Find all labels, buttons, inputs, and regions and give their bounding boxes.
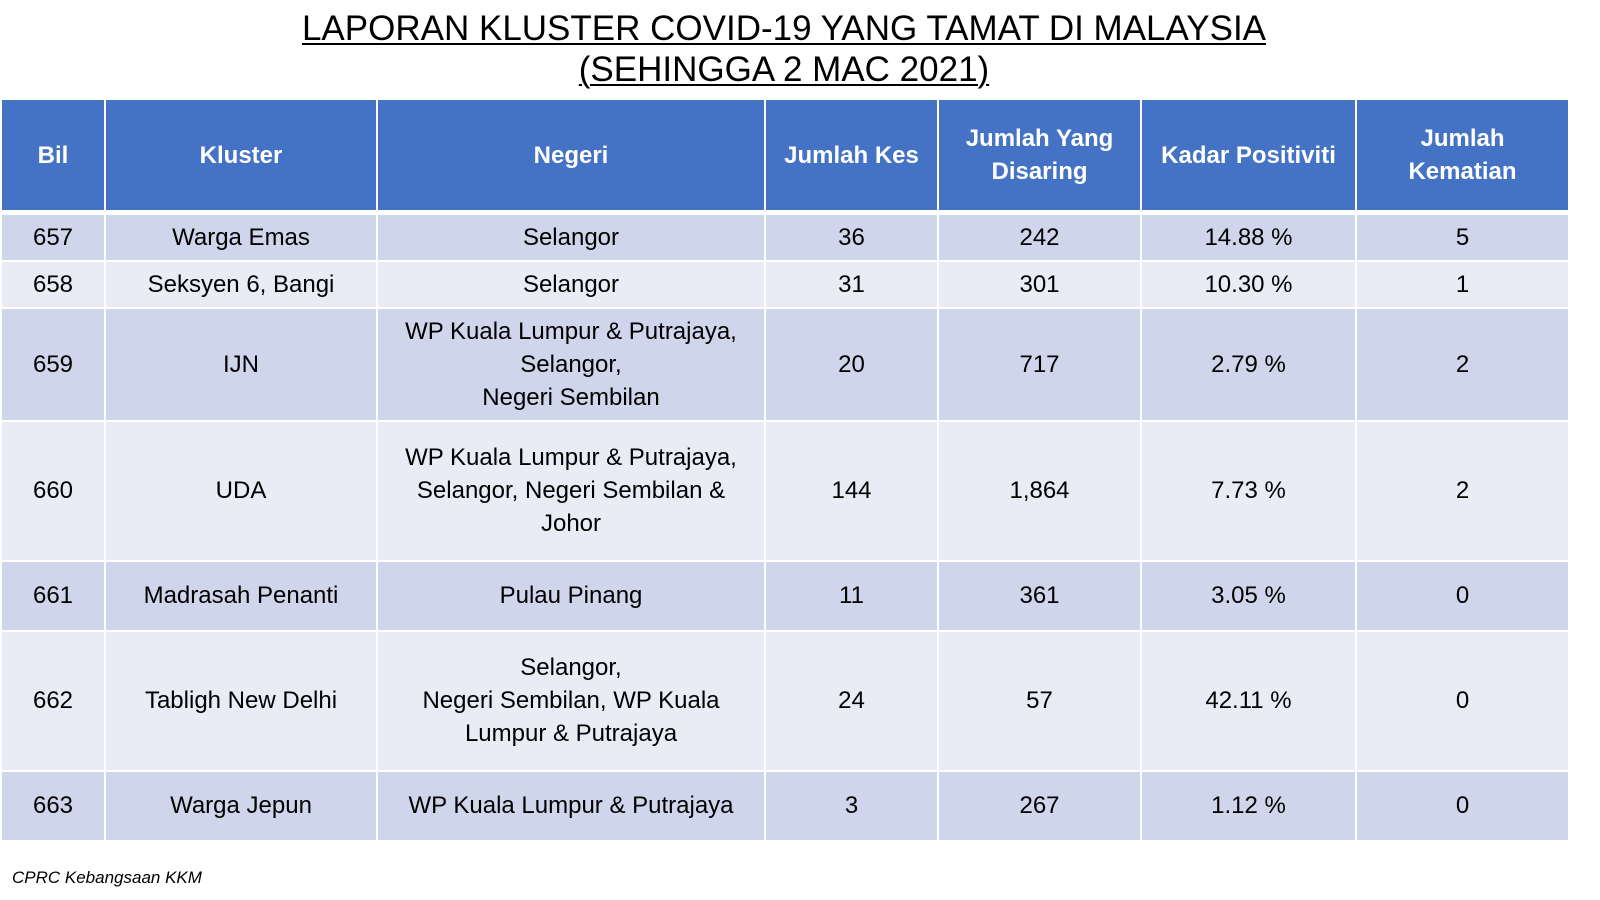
cell-negeri: WP Kuala Lumpur & Putrajaya, Selangor, Ne… — [376, 419, 766, 562]
cell-negeri: WP Kuala Lumpur & Putrajaya — [376, 769, 766, 842]
table-row: 662 Tabligh New Delhi Selangor, Negeri Semb… — [0, 629, 1570, 772]
header-disaring-line-1: Jumlah Yang — [965, 125, 1114, 152]
cell-bil: 663 — [0, 769, 106, 842]
cell-bil: 658 — [0, 259, 106, 309]
cell-jumlah-kematian: 5 — [1355, 211, 1570, 262]
cell-bil: 660 — [0, 419, 106, 562]
table-row: 663 Warga Jepun WP Kuala Lumpur & Putrajay… — [0, 769, 1570, 842]
table-row: 661 Madrasah Penanti Pulau Pinang 11 361 3.05… — [0, 559, 1570, 632]
cell-jumlah-kematian: 2 — [1355, 419, 1570, 562]
cell-kluster: Warga Emas — [104, 211, 378, 262]
cell-jumlah-kes: 144 — [764, 419, 939, 562]
cell-kadar-positiviti: 7.73 % — [1140, 419, 1357, 562]
cell-kadar-positiviti: 3.05 % — [1140, 559, 1357, 632]
table-row: 659 IJN WP Kuala Lumpur & Putrajaya, Selang… — [0, 306, 1570, 422]
cell-jumlah-disaring: 717 — [937, 306, 1142, 422]
cell-kluster: Madrasah Penanti — [104, 559, 378, 632]
cluster-table: Bil Kluster Negeri Jumlah Kes Jumlah Yan… — [0, 98, 1570, 842]
cell-kadar-positiviti: 14.88 % — [1140, 211, 1357, 262]
header-negeri: Negeri — [376, 98, 766, 215]
cell-jumlah-kes: 3 — [764, 769, 939, 842]
cell-bil: 662 — [0, 629, 106, 772]
cell-jumlah-disaring: 57 — [937, 629, 1142, 772]
cell-jumlah-disaring: 361 — [937, 559, 1142, 632]
negeri-line: Pulau Pinang — [499, 582, 643, 609]
cell-negeri: WP Kuala Lumpur & Putrajaya, Selangor, Neg… — [376, 306, 766, 422]
negeri-line: WP Kuala Lumpur & Putrajaya, — [405, 444, 737, 471]
header-kematian-line-1: Jumlah — [1420, 125, 1505, 152]
cell-jumlah-kematian: 0 — [1355, 629, 1570, 772]
negeri-line: WP Kuala Lumpur & Putrajaya — [408, 792, 734, 819]
negeri-line: Lumpur & Putrajaya — [464, 720, 678, 747]
negeri-line: Selangor — [522, 270, 620, 298]
header-jumlah-kematian: Jumlah Kematian — [1355, 98, 1570, 215]
cell-jumlah-disaring: 1,864 — [937, 419, 1142, 562]
page-title: LAPORAN KLUSTER COVID-19 YANG TAMAT DI M… — [0, 8, 1568, 90]
cell-negeri: Pulau Pinang — [376, 559, 766, 632]
table-row: 658 Seksyen 6, Bangi Selangor 31 301 10.30 % 1 — [0, 259, 1570, 309]
cell-jumlah-kematian: 2 — [1355, 306, 1570, 422]
cell-kluster: Tabligh New Delhi — [104, 629, 378, 772]
table-row: 660 UDA WP Kuala Lumpur & Putrajaya, Selang… — [0, 419, 1570, 562]
cell-jumlah-disaring: 267 — [937, 769, 1142, 842]
table-row: 657 Warga Emas Selangor 36 242 14.88 % 5 — [0, 211, 1570, 262]
cell-kadar-positiviti: 42.11 % — [1140, 629, 1357, 772]
cell-kluster: UDA — [104, 419, 378, 562]
cell-jumlah-kes: 20 — [764, 306, 939, 422]
negeri-line: Johor — [540, 510, 602, 537]
table-header-row: Bil Kluster Negeri Jumlah Kes Jumlah Yan… — [0, 98, 1570, 215]
negeri-line: Selangor, Negeri Sembilan & — [416, 477, 726, 504]
cell-kadar-positiviti: 2.79 % — [1140, 306, 1357, 422]
cell-negeri: Selangor — [376, 259, 766, 309]
cell-jumlah-kes: 36 — [764, 211, 939, 262]
header-disaring-line-2: Disaring — [991, 158, 1088, 185]
negeri-line: Negeri Sembilan — [482, 383, 660, 411]
negeri-line: Selangor — [522, 223, 620, 251]
cell-jumlah-kematian: 0 — [1355, 559, 1570, 632]
header-kematian-line-2: Kematian — [1408, 158, 1517, 185]
negeri-line: Selangor, — [520, 350, 622, 378]
cell-kadar-positiviti: 10.30 % — [1140, 259, 1357, 309]
negeri-line: Selangor, — [520, 654, 622, 681]
cell-jumlah-kematian: 0 — [1355, 769, 1570, 842]
negeri-line: Negeri Sembilan, WP Kuala — [422, 687, 720, 714]
cell-jumlah-kes: 11 — [764, 559, 939, 632]
header-kluster: Kluster — [104, 98, 378, 215]
cell-bil: 661 — [0, 559, 106, 632]
cell-jumlah-disaring: 301 — [937, 259, 1142, 309]
title-line-1: LAPORAN KLUSTER COVID-19 YANG TAMAT DI M… — [301, 9, 1267, 48]
cell-jumlah-kes: 24 — [764, 629, 939, 772]
cell-jumlah-disaring: 242 — [937, 211, 1142, 262]
table-body: 657 Warga Emas Selangor 36 242 14.88 % 5 658 Sek… — [0, 211, 1570, 842]
cell-kluster: IJN — [104, 306, 378, 422]
cell-negeri: Selangor — [376, 211, 766, 262]
cell-negeri: Selangor, Negeri Sembilan, WP Kuala Lumpur… — [376, 629, 766, 772]
cell-kluster: Seksyen 6, Bangi — [104, 259, 378, 309]
header-jumlah-disaring: Jumlah Yang Disaring — [937, 98, 1142, 215]
cell-bil: 657 — [0, 211, 106, 262]
header-kadar-positiviti: Kadar Positiviti — [1140, 98, 1357, 215]
header-jumlah-kes: Jumlah Kes — [764, 98, 939, 215]
negeri-line: WP Kuala Lumpur & Putrajaya, — [405, 317, 737, 345]
cell-jumlah-kematian: 1 — [1355, 259, 1570, 309]
cell-kluster: Warga Jepun — [104, 769, 378, 842]
cell-kadar-positiviti: 1.12 % — [1140, 769, 1357, 842]
cell-bil: 659 — [0, 306, 106, 422]
header-bil: Bil — [0, 98, 106, 215]
title-line-2: (SEHINGGA 2 MAC 2021) — [578, 50, 990, 89]
cell-jumlah-kes: 31 — [764, 259, 939, 309]
source-note: CPRC Kebangsaan KKM — [12, 868, 202, 887]
